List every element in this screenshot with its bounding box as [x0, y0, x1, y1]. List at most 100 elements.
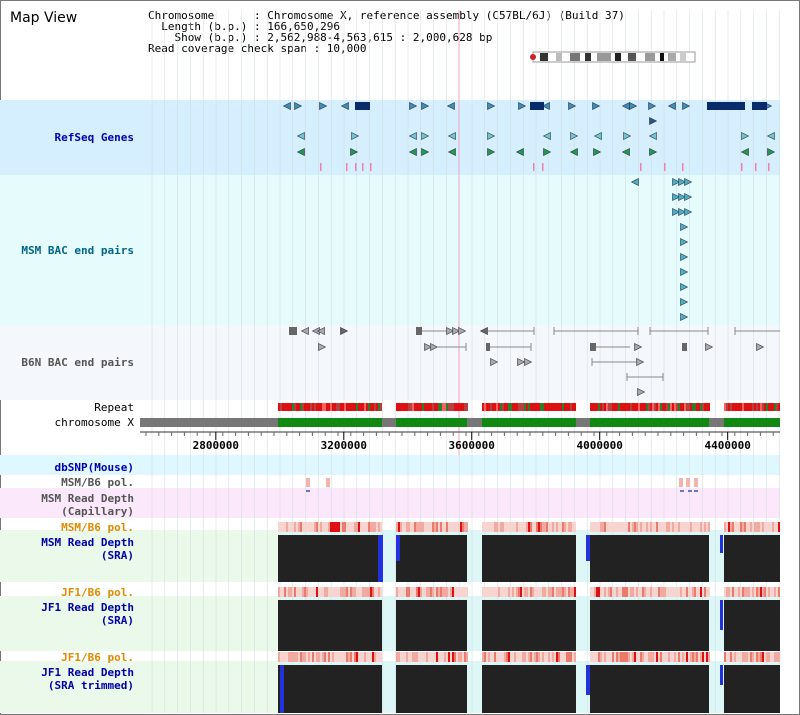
msm-b6-pol-cell — [628, 522, 630, 532]
repeat-element — [502, 403, 504, 411]
jf1-b6-pol-cell — [726, 587, 728, 597]
msm-b6-pol-cell — [736, 522, 738, 532]
track-label-jf1-depth-sra[interactable]: JF1 Read Depth (SRA) — [41, 601, 134, 627]
track-label-jf1-b6-pol-1[interactable]: JF1/B6 pol. — [61, 586, 134, 599]
track-label-msm-b6-pol-2[interactable]: MSM/B6 pol. — [61, 521, 134, 534]
jf1-b6-pol-trim-cell — [724, 652, 726, 662]
jf1-b6-pol-trim-cell — [440, 652, 442, 662]
msm-b6-pol-cell — [286, 522, 288, 532]
jf1-b6-pol-cell — [562, 587, 564, 597]
msm-b6-pol-cell — [662, 522, 664, 532]
msm-b6-pol-cell — [398, 522, 400, 532]
msm-b6-pol-cell — [280, 522, 282, 532]
jf1-b6-pol-trim-cell — [698, 652, 700, 662]
jf1-b6-pol-cell — [510, 587, 512, 597]
repeat-element — [336, 403, 338, 411]
ideogram-band — [645, 53, 655, 61]
repeat-element — [532, 403, 534, 411]
jf1-b6-pol-cell — [774, 587, 776, 597]
msm-b6-pol-cell — [674, 522, 676, 532]
repeat-element — [616, 403, 618, 411]
jf1-b6-pol-cell — [506, 587, 508, 597]
refseq-gene-arrow — [421, 148, 430, 156]
jf1-b6-pol-trim-cell — [754, 652, 756, 662]
msm-b6-pol-cell — [660, 522, 662, 532]
jf1-b6-pol-trim-cell — [378, 652, 380, 662]
msm-b6-pol-cell — [342, 522, 344, 532]
jf1-trim-depth-block-edge — [280, 665, 284, 713]
repeat-element — [334, 403, 336, 411]
refseq-gene-arrow — [447, 132, 456, 140]
msm-bac-end — [680, 313, 689, 321]
jf1-b6-pol-trim-cell — [658, 652, 660, 662]
jf1-b6-pol-trim-cell — [544, 652, 546, 662]
msm-b6-pol-cell — [758, 522, 760, 532]
repeat-element — [360, 403, 362, 411]
msm-bac-end — [678, 193, 687, 201]
msm-b6-pol-cell — [694, 522, 696, 532]
repeat-element — [484, 403, 486, 411]
repeat-element — [540, 403, 542, 411]
jf1-b6-pol-cell — [378, 587, 380, 597]
refseq-gene-arrow — [294, 102, 303, 110]
ideogram-band — [668, 53, 676, 61]
jf1-b6-pol-cell — [460, 587, 462, 597]
track-label-refseq[interactable]: RefSeq Genes — [54, 131, 134, 144]
jf1-b6-pol-cell — [288, 587, 290, 597]
jf1-b6-pol-trim-cell — [294, 652, 296, 662]
track-label-jf1-b6-pol-2[interactable]: JF1/B6 pol. — [61, 651, 134, 664]
repeat-element — [618, 403, 620, 411]
msm-b6-pol-cell — [360, 522, 362, 532]
jf1-sra-depth-block — [278, 600, 382, 651]
jf1-b6-pol-trim-cell — [756, 652, 758, 662]
jf1-b6-pol-cell — [428, 587, 430, 597]
track-label-dbsnp[interactable]: dbSNP(Mouse) — [54, 461, 134, 474]
msm-b6-pol-cell — [348, 522, 350, 532]
jf1-b6-pol-cell — [630, 587, 632, 597]
jf1-b6-pol-cell — [424, 587, 426, 597]
track-label-b6n-bac[interactable]: B6N BAC end pairs — [21, 356, 134, 369]
jf1-b6-pol-trim-cell — [632, 652, 634, 662]
msm-b6-pol-cell — [524, 522, 526, 532]
jf1-b6-pol-trim-cell — [400, 652, 402, 662]
ideogram-band — [597, 53, 611, 61]
jf1-b6-pol-trim-cell — [560, 652, 562, 662]
jf1-b6-pol-cell — [526, 587, 528, 597]
repeat-element — [660, 403, 662, 411]
track-label-msm-bac[interactable]: MSM BAC end pairs — [21, 244, 134, 257]
jf1-b6-pol-cell — [678, 587, 680, 597]
jf1-b6-pol-trim-cell — [598, 652, 600, 662]
jf1-b6-pol-cell — [642, 587, 644, 597]
track-label-msm-depth-sra[interactable]: MSM Read Depth (SRA) — [41, 536, 134, 562]
jf1-trim-depth-block — [278, 665, 382, 713]
msm-b6-pol-cell — [400, 522, 402, 532]
track-label-jf1-depth-trimmed[interactable]: JF1 Read Depth (SRA trimmed) — [41, 666, 134, 692]
repeat-element — [764, 403, 766, 411]
repeat-element — [354, 403, 356, 411]
jf1-b6-pol-trim-cell — [604, 652, 606, 662]
jf1-b6-pol-trim-cell — [284, 652, 286, 662]
refseq-gene-arrow — [487, 148, 496, 156]
jf1-b6-pol-cell — [518, 587, 520, 597]
jf1-b6-pol-trim-cell — [634, 652, 636, 662]
jf1-b6-pol-trim-cell — [760, 652, 762, 662]
track-label-msm-depth-capillary[interactable]: MSM Read Depth (Capillary) — [41, 492, 134, 518]
jf1-b6-pol-cell — [616, 587, 618, 597]
jf1-b6-pol-trim-cell — [572, 652, 574, 662]
repeat-element — [742, 403, 744, 411]
msm-b6-pol-cell — [742, 522, 744, 532]
jf1-b6-pol-cell — [706, 587, 708, 597]
track-label-repeat: Repeat — [94, 401, 134, 414]
jf1-b6-pol-trim-cell — [744, 652, 746, 662]
msm-bac-end — [684, 208, 693, 216]
jf1-trim-depth-block — [590, 665, 709, 713]
jf1-b6-pol-cell — [310, 587, 312, 597]
jf1-b6-pol-cell — [334, 587, 336, 597]
msm-capillary-depth-mark — [680, 490, 684, 492]
b6n-bac-end — [300, 327, 309, 335]
repeat-element — [338, 403, 340, 411]
msm-b6-pol-cell — [288, 522, 290, 532]
jf1-b6-pol-trim-cell — [558, 652, 560, 662]
track-label-msm-b6-pol-1[interactable]: MSM/B6 pol. — [61, 476, 134, 489]
